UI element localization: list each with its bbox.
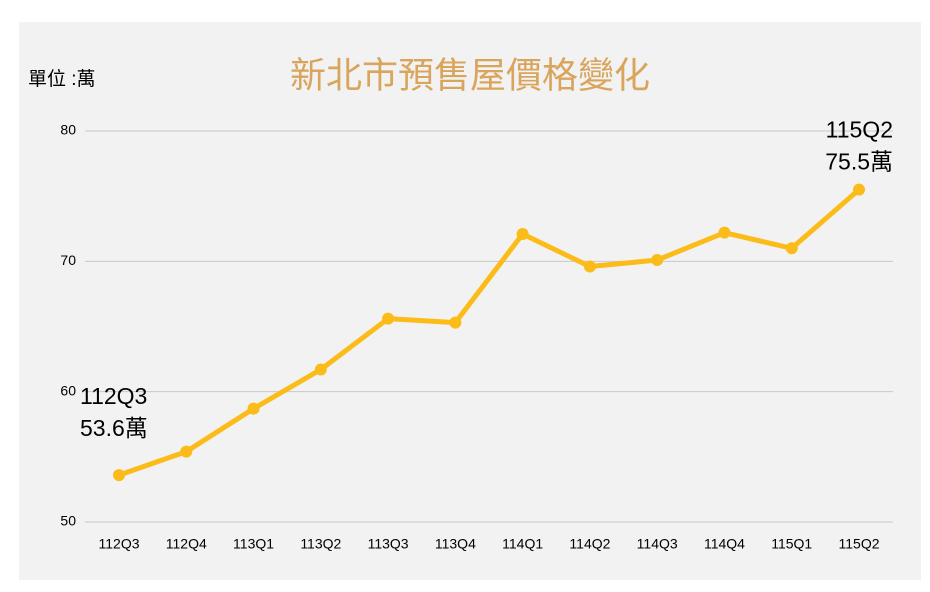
data-point bbox=[583, 260, 596, 273]
x-tick-label: 113Q3 bbox=[368, 536, 409, 552]
annotation-category: 112Q3 bbox=[80, 383, 147, 409]
unit-label: 單位 :萬 bbox=[28, 68, 96, 90]
y-tick-label: 50 bbox=[60, 513, 76, 529]
data-point bbox=[180, 445, 193, 458]
data-point bbox=[382, 312, 395, 325]
data-point bbox=[785, 242, 798, 255]
x-tick-label: 114Q1 bbox=[502, 536, 543, 552]
data-point bbox=[651, 254, 664, 267]
chart-title: 新北市預售屋價格變化 bbox=[290, 55, 650, 96]
x-tick-label: 112Q3 bbox=[99, 536, 140, 552]
data-point bbox=[449, 316, 462, 329]
data-point bbox=[853, 183, 865, 196]
data-point bbox=[516, 227, 529, 240]
x-tick-label: 114Q4 bbox=[704, 536, 745, 552]
annotation-category: 115Q2 bbox=[826, 117, 893, 143]
x-tick-label: 112Q4 bbox=[166, 536, 207, 552]
x-tick-label: 114Q3 bbox=[637, 536, 678, 552]
data-point bbox=[314, 363, 327, 376]
data-point bbox=[113, 469, 125, 482]
y-tick-label: 80 bbox=[60, 122, 76, 138]
value-label: 75.5萬 bbox=[825, 149, 893, 175]
x-tick-label: 113Q1 bbox=[233, 536, 274, 552]
data-line bbox=[118, 187, 861, 478]
x-tick-label: 114Q2 bbox=[569, 536, 610, 552]
value-label: 53.6萬 bbox=[80, 415, 148, 441]
x-tick-label: 115Q1 bbox=[771, 536, 812, 552]
x-tick-label: 115Q2 bbox=[839, 536, 880, 552]
x-tick-label: 113Q2 bbox=[300, 536, 341, 552]
x-tick-label: 113Q4 bbox=[435, 536, 476, 552]
y-tick-label: 70 bbox=[60, 252, 76, 268]
y-tick-label: 60 bbox=[60, 382, 76, 398]
data-point bbox=[247, 402, 260, 415]
data-point bbox=[718, 226, 731, 239]
